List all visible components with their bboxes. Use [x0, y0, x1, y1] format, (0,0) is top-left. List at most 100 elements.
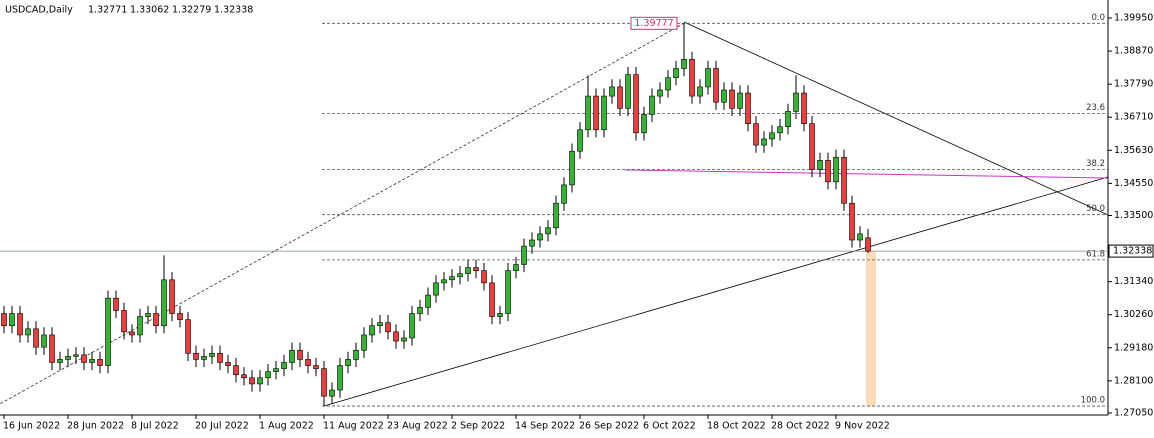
candle-body: [577, 129, 583, 152]
candle-body: [761, 138, 767, 146]
candle-body: [17, 313, 23, 336]
candle-body: [521, 245, 527, 265]
candle-body: [305, 359, 311, 366]
candle-body: [73, 354, 79, 357]
candle-body: [441, 279, 447, 284]
candle-body: [857, 233, 863, 241]
candle-body: [841, 157, 847, 204]
candle-body: [113, 297, 119, 311]
candle-body: [457, 273, 463, 278]
candle-body: [745, 92, 751, 124]
candle-body: [265, 371, 271, 379]
x-tick-label: 28 Oct 2022: [771, 421, 830, 432]
y-tick-label: 1.30260: [1114, 309, 1153, 320]
x-tick-label: 23 Aug 2022: [387, 421, 448, 432]
candle-body: [529, 239, 535, 247]
header-high: 1.33062: [130, 5, 169, 16]
fib-high-box: [630, 16, 678, 30]
candle-body: [713, 68, 719, 103]
candle-body: [353, 349, 359, 360]
candle-body: [1, 313, 7, 327]
trend-line: [683, 21, 1109, 216]
candle-body: [409, 313, 415, 339]
header-low: 1.32279: [172, 5, 211, 16]
candle-body: [433, 282, 439, 296]
candle-body: [657, 89, 663, 97]
candle-body: [9, 313, 15, 327]
x-tick-label: 6 Oct 2022: [643, 421, 696, 432]
candle-body: [249, 377, 255, 385]
y-tick-label: 1.31340: [1114, 276, 1153, 287]
candle-body: [513, 264, 519, 271]
candle-body: [689, 59, 695, 97]
candle-body: [105, 297, 111, 366]
candle-body: [177, 313, 183, 320]
candle-body: [849, 202, 855, 241]
candle-body: [705, 68, 711, 88]
candle-body: [209, 353, 215, 357]
candle-body: [593, 95, 599, 131]
candle-body: [633, 74, 639, 134]
candle-body: [617, 86, 623, 109]
candle-body: [585, 95, 591, 131]
candle-body: [425, 294, 431, 308]
highlight-box: [866, 251, 876, 406]
x-tick-label: 28 Jun 2022: [67, 421, 124, 432]
candle-body: [777, 126, 783, 134]
trend-line: [323, 176, 1109, 407]
candle-body: [225, 362, 231, 366]
candle-body: [569, 150, 575, 186]
candle-body: [625, 74, 631, 109]
fib-level-label: 0.0: [1091, 13, 1105, 23]
x-tick-label: 2 Sep 2022: [451, 421, 505, 432]
candle-body: [793, 92, 799, 112]
candle-body: [153, 313, 159, 327]
candle-body: [33, 328, 39, 348]
candle-body: [313, 365, 319, 369]
candle-body: [481, 270, 487, 284]
candle-body: [41, 334, 47, 348]
candle-body: [809, 123, 815, 170]
candle-body: [697, 86, 703, 97]
candle-body: [609, 86, 615, 97]
fib-high-label: 1.39777: [634, 18, 673, 29]
candle-body: [497, 313, 503, 317]
fib-level-label: 100.0: [1081, 396, 1105, 406]
x-tick-label: 20 Jul 2022: [195, 421, 249, 432]
candle-body: [25, 328, 31, 336]
y-tick-label: 1.27050: [1114, 408, 1153, 419]
drawings: [323, 21, 1109, 407]
candle-body: [121, 310, 127, 333]
candle-body: [753, 123, 759, 146]
candle-body: [401, 337, 407, 342]
current-price-box: [1108, 244, 1154, 258]
y-tick-label: 1.34550: [1114, 178, 1153, 189]
x-tick-label: 14 Sep 2022: [515, 421, 575, 432]
candle-body: [385, 322, 391, 333]
candle-body: [545, 227, 551, 235]
candle-body: [137, 316, 143, 336]
candle-body: [273, 368, 279, 372]
candle-body: [649, 95, 655, 115]
candle-body: [217, 353, 223, 363]
candle-body: [81, 354, 87, 363]
candle-body: [185, 319, 191, 354]
candle-body: [345, 359, 351, 366]
candle-body: [49, 334, 55, 363]
candle-body: [321, 368, 327, 397]
candle-body: [817, 160, 823, 170]
candle-body: [57, 359, 63, 363]
candle-body: [537, 233, 543, 241]
candle-body: [89, 359, 95, 363]
y-tick-label: 1.35630: [1114, 145, 1153, 156]
candle-body: [801, 92, 807, 124]
candle-body: [769, 132, 775, 140]
candle-body: [833, 157, 839, 183]
candle-body: [377, 322, 383, 327]
y-tick-label: 1.28100: [1114, 375, 1153, 386]
candle-body: [201, 356, 207, 360]
candle-body: [665, 77, 671, 91]
x-tick-label: 1 Aug 2022: [259, 421, 314, 432]
